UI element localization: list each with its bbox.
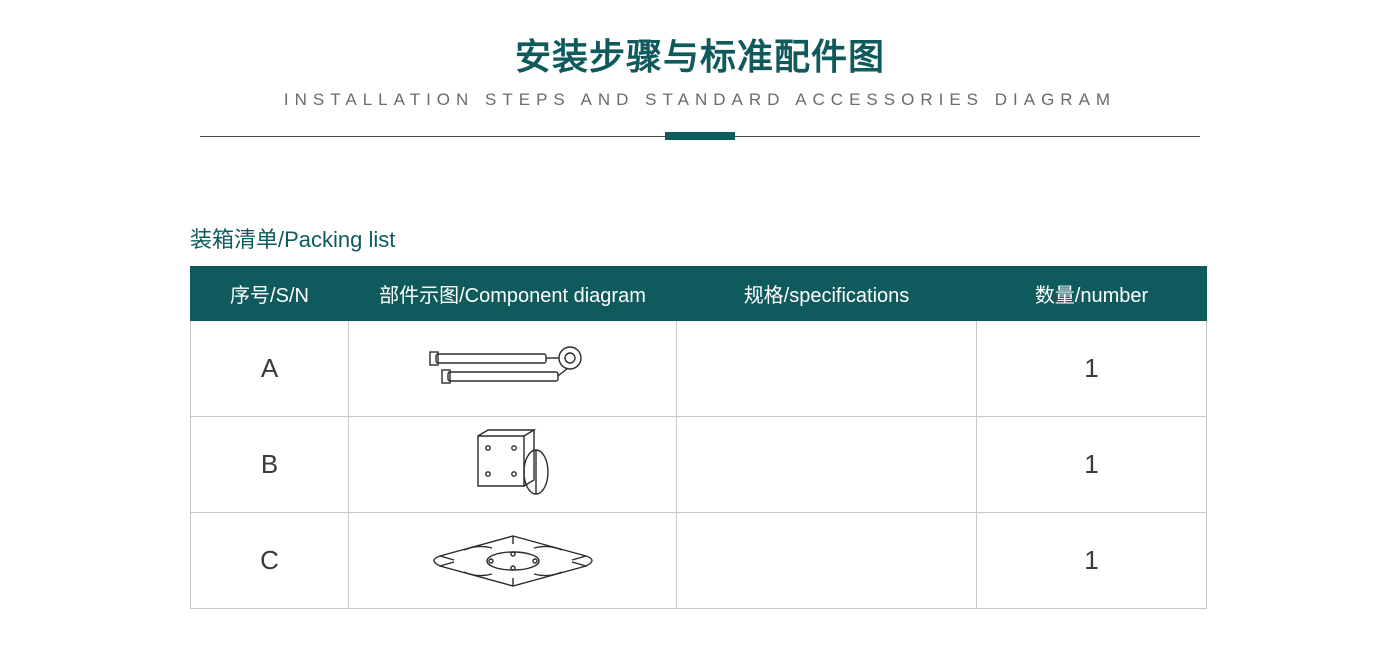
cell-sn: B	[191, 417, 349, 513]
table-row: B 1	[191, 417, 1207, 513]
page-title-cn: 安装步骤与标准配件图	[0, 28, 1400, 80]
cell-qty: 1	[977, 513, 1207, 609]
col-header-qty: 数量/number	[977, 267, 1207, 321]
cell-component-diagram	[349, 513, 677, 609]
table-row: C 1	[191, 513, 1207, 609]
divider-accent	[665, 132, 735, 140]
cell-sn: C	[191, 513, 349, 609]
cell-sn: A	[191, 321, 349, 417]
cell-spec	[677, 513, 977, 609]
cell-component-diagram	[349, 417, 677, 513]
packing-list-table: 序号/S/N 部件示图/Component diagram 规格/specifi…	[190, 266, 1207, 609]
cell-qty: 1	[977, 321, 1207, 417]
col-header-spec: 规格/specifications	[677, 267, 977, 321]
section-label-packing-list: 装箱清单/Packing list	[190, 222, 1400, 254]
cell-qty: 1	[977, 417, 1207, 513]
col-header-sn: 序号/S/N	[191, 267, 349, 321]
cell-spec	[677, 321, 977, 417]
cell-spec	[677, 417, 977, 513]
page-title-en: INSTALLATION STEPS AND STANDARD ACCESSOR…	[0, 90, 1400, 110]
cell-component-diagram	[349, 321, 677, 417]
table-row: A 1	[191, 321, 1207, 417]
col-header-diagram: 部件示图/Component diagram	[349, 267, 677, 321]
title-divider	[200, 132, 1200, 142]
table-header-row: 序号/S/N 部件示图/Component diagram 规格/specifi…	[191, 267, 1207, 321]
